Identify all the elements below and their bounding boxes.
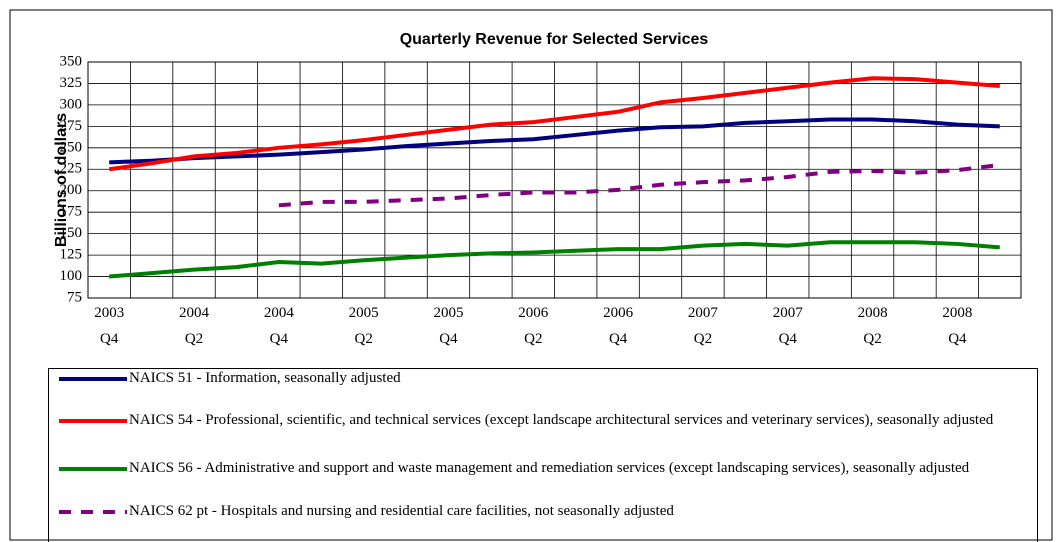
y-tick-label: 350 [60,53,83,69]
y-tick-label: 150 [60,225,83,241]
legend-item: NAICS 54 - Professional, scientific, and… [57,411,1032,430]
chart-border [9,9,1053,541]
y-axis-title: Billions of dollars [53,113,70,247]
y-tick-label: 175 [60,204,83,220]
x-tick-label: 2006 Q2 [518,305,549,347]
plot-border [87,61,1022,299]
series-line [108,76,1000,172]
legend: NAICS 51 - Information, seasonally adjus… [48,368,1038,542]
legend-label: NAICS 54 - Professional, scientific, and… [129,412,994,428]
x-tick-label: 2004 Q4 [264,305,295,347]
legend-item: NAICS 62 pt - Hospitals and nursing and … [57,502,1032,521]
chart-title: Quarterly Revenue for Selected Services [400,31,709,48]
x-tick-label: 2004 Q2 [179,305,210,347]
x-tick-label: 2008 Q2 [858,305,888,347]
series-line [278,162,1001,208]
y-tick-label: 300 [60,96,83,112]
y-tick-label: 125 [60,247,83,263]
y-tick-label: 225 [60,161,83,177]
y-tick-label: 75 [67,289,82,305]
x-tick-label: 2005 Q2 [349,305,379,347]
legend-swatch [59,419,127,423]
series-line [109,117,1000,165]
legend-swatch [59,377,127,381]
legend-item: NAICS 51 - Information, seasonally adjus… [57,369,1032,388]
x-tick-label: 2005 Q4 [433,305,463,347]
legend-swatch [59,510,127,514]
legend-item: NAICS 56 - Administrative and support an… [57,459,1032,478]
y-tick-label: 200 [60,182,83,198]
series-line [109,240,1000,279]
legend-label: NAICS 51 - Information, seasonally adjus… [129,370,401,386]
legend-label: NAICS 56 - Administrative and support an… [129,460,970,476]
y-tick-label: 325 [60,75,83,91]
x-tick-label: 2007 Q2 [688,305,719,347]
legend-swatch [59,467,127,471]
x-tick-label: 2007 Q4 [773,305,804,347]
x-tick-label: 2006 Q4 [603,305,634,347]
y-tick-label: 250 [60,139,83,155]
x-tick-label: 2008 Q4 [942,305,972,347]
legend-label: NAICS 62 pt - Hospitals and nursing and … [129,503,674,519]
y-tick-label: 100 [60,268,83,284]
x-tick-label: 2003 Q4 [94,305,124,347]
y-tick-label: 275 [60,118,83,134]
